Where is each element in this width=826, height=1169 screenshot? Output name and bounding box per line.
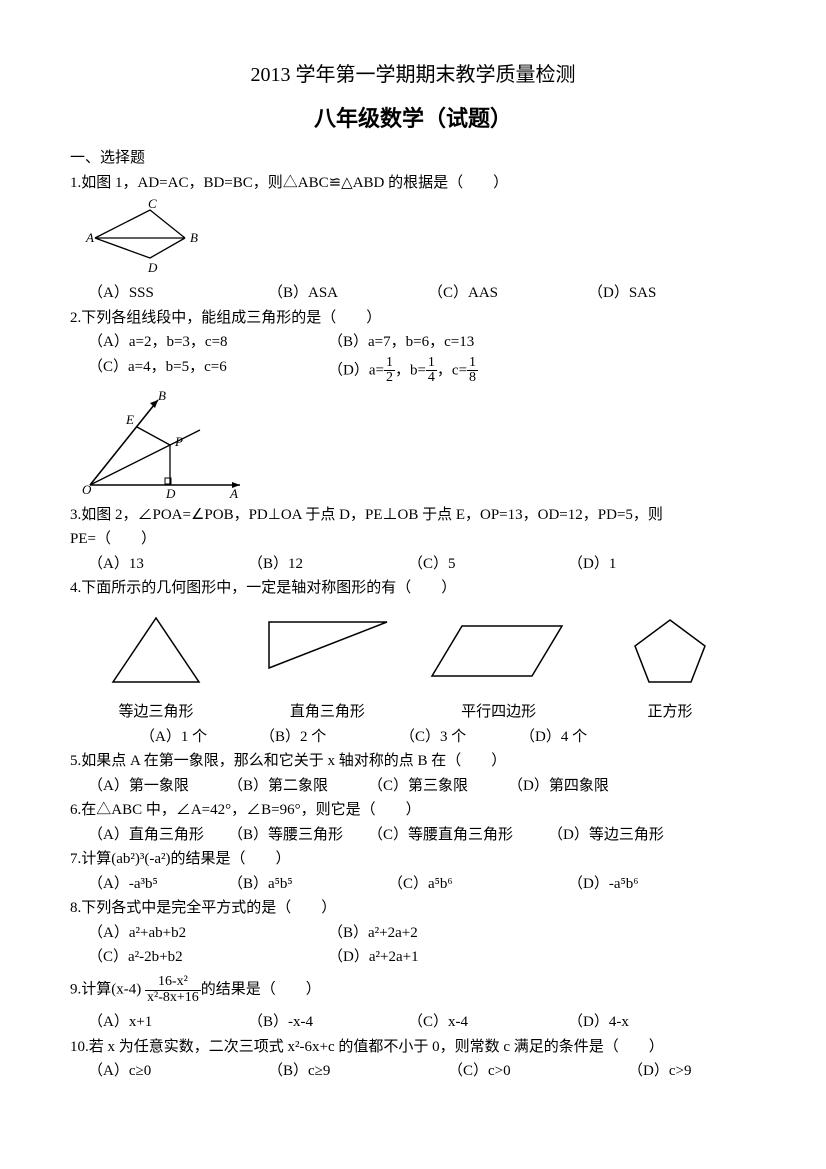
q4-opt-c: （C）3 个: [400, 726, 520, 749]
svg-text:P: P: [174, 434, 183, 449]
q2-opt-d: （D）a=12，b=14，c=18: [328, 356, 478, 386]
q1-opt-a: （A）SSS: [88, 282, 268, 305]
q7-opt-a: （A）-a³b⁵: [88, 873, 228, 896]
section-heading: 一、选择题: [70, 147, 756, 170]
q9-opt-b: （B）-x-4: [248, 1011, 408, 1034]
q10-opt-a: （A）c≥0: [88, 1060, 268, 1083]
q3-options: （A）13 （B）12 （C）5 （D）1: [70, 553, 756, 576]
q1-options: （A）SSS （B）ASA （C）AAS （D）SAS: [70, 282, 756, 305]
q10-opt-d: （D）c>9: [628, 1060, 691, 1083]
q5-opt-d: （D）第四象限: [508, 775, 609, 798]
q5-opt-c: （C）第三象限: [368, 775, 508, 798]
q9-opt-d: （D）4-x: [568, 1011, 629, 1034]
q10-opt-c: （C）c>0: [448, 1060, 628, 1083]
q4-opt-a: （A）1 个: [140, 726, 260, 749]
q8-opt-d: （D）a²+2a+1: [328, 946, 419, 969]
q8-opt-c: （C）a²-2b+b2: [88, 946, 328, 969]
q7-opt-c: （C）a⁵b⁶: [388, 873, 568, 896]
q3-opt-b: （B）12: [248, 553, 408, 576]
svg-text:A: A: [229, 486, 238, 500]
q6-opt-a: （A）直角三角形: [88, 824, 228, 847]
shape-pentagon: 正方形: [590, 610, 750, 724]
q1-opt-d: （D）SAS: [588, 282, 656, 305]
q9-options: （A）x+1 （B）-x-4 （C）x-4 （D）4-x: [70, 1011, 756, 1034]
q5-options: （A）第一象限 （B）第二象限 （C）第三象限 （D）第四象限: [70, 775, 756, 798]
q4-shapes: 等边三角形 直角三角形 平行四边形 正方形: [70, 610, 756, 724]
shape-right-triangle: 直角三角形: [247, 610, 407, 724]
svg-text:B: B: [158, 390, 166, 403]
svg-text:A: A: [85, 230, 94, 245]
q6-options: （A）直角三角形 （B）等腰三角形 （C）等腰直角三角形 （D）等边三角形: [70, 824, 756, 847]
q10-opt-b: （B）c≥9: [268, 1060, 448, 1083]
q1-opt-b: （B）ASA: [268, 282, 428, 305]
shape-equilateral: 等边三角形: [76, 610, 236, 724]
q6-text: 6.在△ABC 中，∠A=42°，∠B=96°，则它是（ ）: [70, 799, 756, 822]
q8-row2: （C）a²-2b+b2 （D）a²+2a+1: [70, 946, 756, 969]
q6-opt-b: （B）等腰三角形: [228, 824, 368, 847]
q2-text: 2.下列各组线段中，能组成三角形的是（ ）: [70, 307, 756, 330]
q8-row1: （A）a²+ab+b2 （B）a²+2a+2: [70, 922, 756, 945]
q2-row2: （C）a=4，b=5，c=6 （D）a=12，b=14，c=18: [70, 356, 756, 386]
q6-opt-d: （D）等边三角形: [548, 824, 664, 847]
q6-opt-c: （C）等腰直角三角形: [368, 824, 548, 847]
q8-text: 8.下列各式中是完全平方式的是（ ）: [70, 897, 756, 920]
svg-text:O: O: [82, 482, 92, 497]
q10-options: （A）c≥0 （B）c≥9 （C）c>0 （D）c>9: [70, 1060, 756, 1083]
q3-opt-a: （A）13: [88, 553, 248, 576]
q1-figure: A B C D: [80, 198, 210, 278]
q9-opt-c: （C）x-4: [408, 1011, 568, 1034]
q8-opt-b: （B）a²+2a+2: [328, 922, 418, 945]
q7-opt-d: （D）-a⁵b⁶: [568, 873, 638, 896]
q4-opt-d: （D）4 个: [520, 726, 587, 749]
q1-text: 1.如图 1，AD=AC，BD=BC，则△ABC≌△ABD 的根据是（ ）: [70, 172, 756, 195]
q3-opt-c: （C）5: [408, 553, 568, 576]
q7-opt-b: （B）a⁵b⁵: [228, 873, 388, 896]
q3-figure: O A B D E P: [80, 390, 250, 500]
svg-text:D: D: [147, 260, 158, 275]
q4-options: （A）1 个 （B）2 个 （C）3 个 （D）4 个: [70, 726, 756, 749]
q2-opt-c: （C）a=4，b=5，c=6: [88, 356, 328, 386]
q2-row1: （A）a=2，b=3，c=8 （B）a=7，b=6，c=13: [70, 331, 756, 354]
q3-text-2: PE=（ ）: [70, 528, 756, 551]
q7-options: （A）-a³b⁵ （B）a⁵b⁵ （C）a⁵b⁶ （D）-a⁵b⁶: [70, 873, 756, 896]
shape-parallelogram: 平行四边形: [419, 610, 579, 724]
q4-opt-b: （B）2 个: [260, 726, 400, 749]
q5-opt-b: （B）第二象限: [228, 775, 368, 798]
q9-opt-a: （A）x+1: [88, 1011, 248, 1034]
q3-opt-d: （D）1: [568, 553, 616, 576]
q10-text: 10.若 x 为任意实数，二次三项式 x²-6x+c 的值都不小于 0，则常数 …: [70, 1036, 756, 1059]
q9-text: 9.计算(x-4) 16-x²x²-8x+16的结果是（ ）: [70, 975, 756, 1005]
q4-text: 4.下面所示的几何图形中，一定是轴对称图形的有（ ）: [70, 577, 756, 600]
title-line-1: 2013 学年第一学期期末教学质量检测: [70, 60, 756, 90]
svg-text:D: D: [165, 486, 176, 500]
q8-opt-a: （A）a²+ab+b2: [88, 922, 328, 945]
q3-text-1: 3.如图 2，∠POA=∠POB，PD⊥OA 于点 D，PE⊥OB 于点 E，O…: [70, 504, 756, 527]
svg-text:B: B: [190, 230, 198, 245]
q2-opt-a: （A）a=2，b=3，c=8: [88, 331, 328, 354]
q5-text: 5.如果点 A 在第一象限，那么和它关于 x 轴对称的点 B 在（ ）: [70, 750, 756, 773]
svg-text:E: E: [125, 412, 134, 427]
q2-opt-b: （B）a=7，b=6，c=13: [328, 331, 474, 354]
q5-opt-a: （A）第一象限: [88, 775, 228, 798]
q7-text: 7.计算(ab²)³(-a²)的结果是（ ）: [70, 848, 756, 871]
svg-text:C: C: [148, 198, 157, 211]
q1-opt-c: （C）AAS: [428, 282, 588, 305]
title-line-2: 八年级数学（试题）: [70, 102, 756, 135]
